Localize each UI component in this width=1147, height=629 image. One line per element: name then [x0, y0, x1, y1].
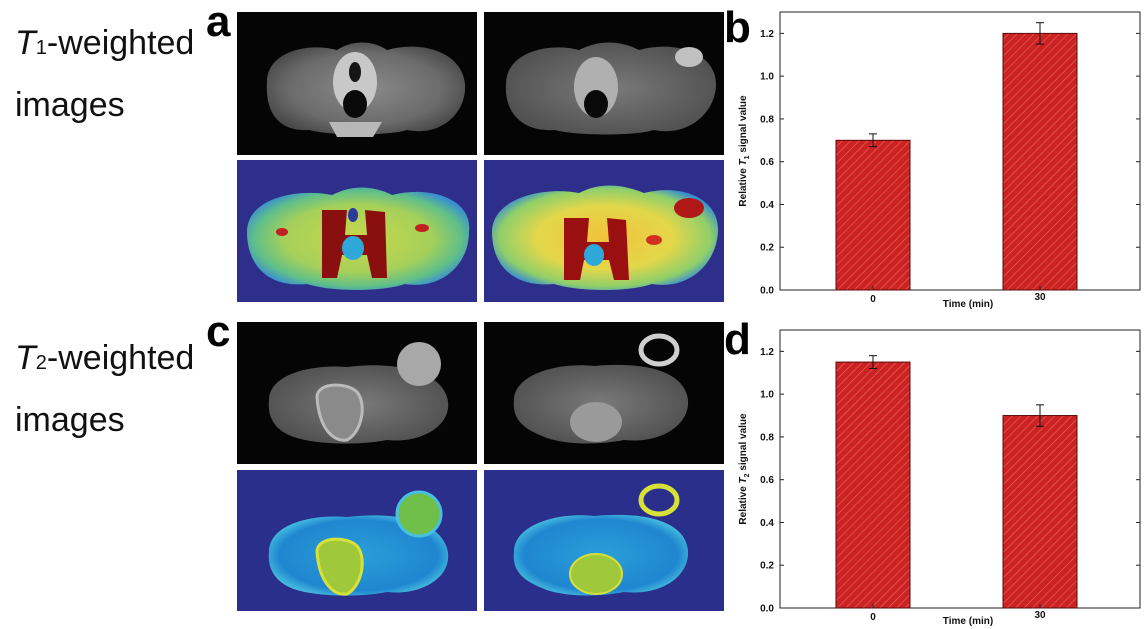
t1-colormap-image-30min [484, 160, 724, 302]
t2-colormap-image-30min [484, 470, 724, 611]
y-tick-label: 0.8 [760, 114, 774, 125]
chart-d: 0.0 0.2 0.4 0.6 0.8 1.0 1.2 0 30 Time (min) Relati… [728, 318, 1147, 629]
plot-frame [779, 329, 1141, 609]
y-tick-label: 0.8 [760, 432, 774, 443]
t1-row-label-line2: images [15, 86, 125, 124]
bar-0 [835, 139, 911, 291]
t1-mri-image-pre [237, 12, 477, 155]
y-axis-title-sub: 2 [744, 473, 751, 477]
chart-b: 0.0 0.2 0.4 0.6 0.8 1.0 1.2 0 30 Time (min) Relati… [728, 0, 1147, 318]
y-tick-label: 0.4 [760, 518, 774, 529]
y-tick-label: 1.0 [760, 72, 774, 83]
y-axis-title: Relative T1 signal value [738, 95, 751, 207]
y-tick-label: 0.0 [760, 286, 774, 297]
plot-frame [779, 11, 1141, 291]
t2-mri-image-30min [484, 322, 724, 464]
bar-30 [1002, 32, 1078, 291]
y-tick-label: 1.0 [760, 390, 774, 401]
y-tick-label: 1.2 [760, 29, 774, 40]
y-tick-label: 0.2 [760, 243, 774, 254]
t1-subscript: 1 [35, 37, 47, 59]
t2-row-label: T2-weighted [15, 341, 194, 375]
bar-30 [1002, 415, 1078, 609]
y-axis-title-prefix: Relative [738, 483, 749, 524]
x-tick-label: 30 [1034, 292, 1046, 303]
t1-mri-image-30min [484, 12, 724, 155]
y-axis-title-suffix: signal value [738, 95, 749, 155]
y-tick-label: 0.4 [760, 200, 774, 211]
y-tick-label: 1.2 [760, 347, 774, 358]
y-axis-title-sub: 1 [744, 155, 751, 159]
y-tick-label: 0.0 [760, 604, 774, 615]
y-axis-title-symbol: T [738, 158, 749, 165]
x-tick-label: 0 [870, 612, 876, 623]
chart-d-svg: 0.0 0.2 0.4 0.6 0.8 1.0 1.2 0 30 Time (min) Relati… [738, 329, 1141, 627]
t1-row-label: T1-weighted [15, 26, 194, 60]
panel-letter-d: d [724, 315, 751, 364]
y-axis-title-prefix: Relative [738, 165, 749, 206]
x-axis-title: Time (min) [943, 616, 993, 627]
t1-symbol: T [15, 24, 36, 62]
y-tick-label: 0.6 [760, 475, 774, 486]
x-tick-label: 30 [1034, 610, 1046, 621]
panel-letter-a: a [206, 0, 231, 46]
t2-colormap-image-pre [237, 470, 477, 611]
y-tick-label: 0.6 [760, 157, 774, 168]
panel-letter-b: b [724, 3, 751, 52]
t1-suffix: -weighted [46, 24, 195, 62]
t1-colormap-image-pre [237, 160, 477, 302]
t2-symbol: T [15, 339, 36, 377]
t2-suffix: -weighted [46, 339, 195, 377]
y-axis-title-suffix: signal value [738, 413, 749, 473]
y-axis-title-symbol: T [738, 476, 749, 483]
t2-row-label-line2: images [15, 401, 125, 439]
y-tick-label: 0.2 [760, 561, 774, 572]
x-tick-label: 0 [870, 294, 876, 305]
y-axis-title: Relative T2 signal value [738, 413, 751, 525]
x-axis-title: Time (min) [943, 299, 993, 310]
chart-b-svg: 0.0 0.2 0.4 0.6 0.8 1.0 1.2 0 30 Time (min) Relati… [738, 11, 1141, 310]
t2-mri-image-pre [237, 322, 477, 464]
t2-subscript: 2 [35, 352, 47, 374]
bar-0 [835, 361, 911, 609]
panel-letter-c: c [206, 307, 231, 356]
